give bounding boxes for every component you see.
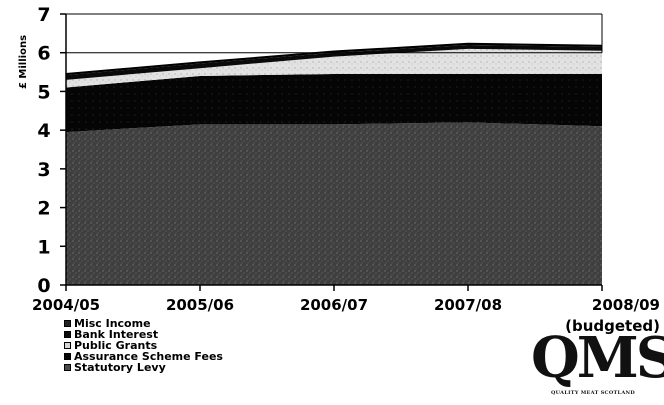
legend-swatch xyxy=(64,320,71,327)
area-assurance-scheme-fees xyxy=(66,74,602,133)
legend-swatch xyxy=(64,331,71,338)
plot-area xyxy=(65,42,603,286)
y-tick-label: 6 xyxy=(37,43,50,65)
legend-label: Statutory Levy xyxy=(74,361,166,374)
legend-item: Bank Interest xyxy=(64,329,223,340)
x-tick-label: 2005/06 xyxy=(166,296,234,314)
legend-label: Public Grants xyxy=(74,339,158,352)
y-tick-label: 2 xyxy=(37,198,50,220)
legend-label: Assurance Scheme Fees xyxy=(74,350,223,363)
area-statutory-levy xyxy=(66,122,602,286)
legend-swatch xyxy=(64,342,71,349)
y-tick-label: 5 xyxy=(37,81,50,103)
y-tick-label: 7 xyxy=(37,4,50,26)
area-public-grants xyxy=(66,48,602,88)
x-tick-label: (budgeted) xyxy=(565,317,660,335)
qms-logo: QMS QUALITY MEAT SCOTLAND xyxy=(505,322,664,402)
legend-swatch xyxy=(64,364,71,371)
y-tick-label: 0 xyxy=(37,275,50,297)
legend-item: Assurance Scheme Fees xyxy=(64,351,223,362)
logo-text: QMS xyxy=(531,325,664,391)
total-outline xyxy=(65,42,603,76)
y-tick-label: 4 xyxy=(37,120,50,142)
legend-item: Public Grants xyxy=(64,340,223,351)
y-tick-label: 1 xyxy=(37,236,50,258)
area-bank-interest xyxy=(66,44,602,80)
legend: Misc Income Bank Interest Public Grants Ass… xyxy=(64,318,223,373)
legend-item: Misc Income xyxy=(64,318,223,329)
legend-label: Misc Income xyxy=(74,317,151,330)
axes: 0 1 2 3 4 5 6 7 2004/05 2005/06 2006/07 2007/08 2008… xyxy=(32,4,660,335)
x-tick-label: 2008/09 xyxy=(592,296,660,314)
x-tick-label: 2006/07 xyxy=(300,296,368,314)
legend-item: Statutory Levy xyxy=(64,362,223,373)
y-tick-label: 3 xyxy=(37,159,50,181)
x-tick-label: 2007/08 xyxy=(434,296,502,314)
y-axis-label: £ Millions xyxy=(18,35,29,89)
legend-swatch xyxy=(64,353,71,360)
legend-label: Bank Interest xyxy=(74,328,159,341)
x-tick-label: 2004/05 xyxy=(32,296,100,314)
logo-subtext: QUALITY MEAT SCOTLAND xyxy=(551,390,636,396)
